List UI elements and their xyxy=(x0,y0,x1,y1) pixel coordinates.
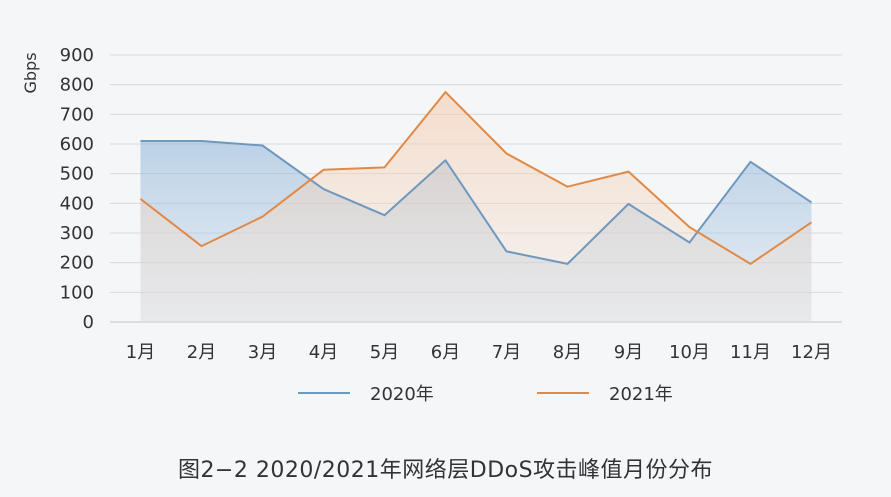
y-tick-label: 500 xyxy=(60,164,94,185)
x-tick-label: 11月 xyxy=(730,342,771,363)
series-line-2020年 xyxy=(140,140,813,265)
legend-label: 2020年 xyxy=(370,384,434,405)
y-tick-labels: 0 100 200 300 400 500 600 700 800 900 xyxy=(60,45,94,333)
x-tick-label: 9月 xyxy=(614,342,643,363)
legend: 2020年 2021年 xyxy=(298,384,673,405)
x-tick-label: 5月 xyxy=(370,342,399,363)
x-tick-label: 12月 xyxy=(791,342,832,363)
x-tick-label: 1月 xyxy=(126,342,155,363)
figure-caption: 图2−2 2020/2021年网络层DDoS攻击峰值月份分布 xyxy=(177,458,714,483)
y-tick-label: 800 xyxy=(60,75,94,96)
x-tick-label: 10月 xyxy=(669,342,710,363)
y-tick-label: 300 xyxy=(60,223,94,244)
series-line-2021年 xyxy=(139,91,813,265)
x-tick-label: 2月 xyxy=(187,342,216,363)
series-lines xyxy=(139,91,813,265)
area-chart: 0 100 200 300 400 500 600 700 800 900 1月 2月 3月 4月 5月 6… xyxy=(21,45,842,405)
x-tick-label: 3月 xyxy=(248,342,277,363)
legend-label: 2021年 xyxy=(609,384,673,405)
y-tick-label: 900 xyxy=(60,45,94,66)
x-tick-label: 4月 xyxy=(309,342,338,363)
y-tick-label: 400 xyxy=(60,193,94,214)
x-tick-label: 6月 xyxy=(431,342,460,363)
x-tick-label: 8月 xyxy=(553,342,582,363)
x-tick-label: 7月 xyxy=(492,342,521,363)
y-tick-label: 700 xyxy=(60,104,94,125)
y-tick-label: 100 xyxy=(60,282,94,303)
y-axis-label: Gbps xyxy=(21,52,40,93)
y-tick-label: 600 xyxy=(60,134,94,155)
y-tick-label: 200 xyxy=(60,253,94,274)
y-tick-label: 0 xyxy=(83,312,94,333)
x-tick-labels: 1月 2月 3月 4月 5月 6月 7月 8月 9月 10月 11月 12月 xyxy=(126,342,832,363)
